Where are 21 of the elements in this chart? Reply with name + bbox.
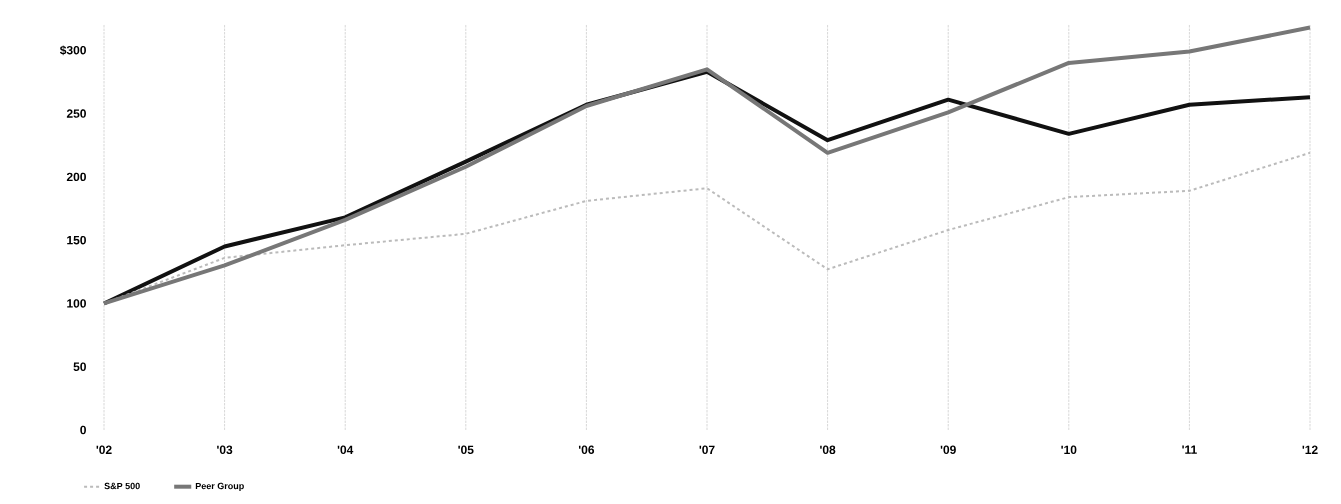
x-tick-label: '03 — [217, 445, 233, 455]
x-tick-label: '04 — [337, 445, 354, 455]
y-tick-label: 50 — [73, 362, 86, 371]
x-tick-label: '12 — [1302, 445, 1318, 454]
x-tick-label: '07 — [699, 445, 715, 455]
y-tick-label: 200 — [66, 172, 86, 182]
x-tick-label: '11 — [1182, 445, 1197, 454]
x-tick-label: '10 — [1061, 445, 1077, 455]
y-tick-label: 250 — [66, 109, 86, 118]
legend-label: S&P 500 — [104, 482, 140, 490]
x-tick-label: '09 — [940, 445, 956, 455]
y-tick-label: 150 — [67, 235, 86, 245]
x-tick-label: '02 — [96, 445, 112, 455]
y-tick-label: 0 — [80, 425, 86, 435]
y-tick-label: 100 — [67, 299, 86, 308]
x-tick-label: '06 — [578, 445, 595, 455]
x-tick-label: '08 — [820, 445, 836, 455]
legend-label: Peer Group — [195, 482, 244, 491]
y-tick-label: $300 — [59, 45, 86, 56]
line-series — [102, 25, 1313, 306]
x-tick-label: '05 — [458, 445, 474, 455]
